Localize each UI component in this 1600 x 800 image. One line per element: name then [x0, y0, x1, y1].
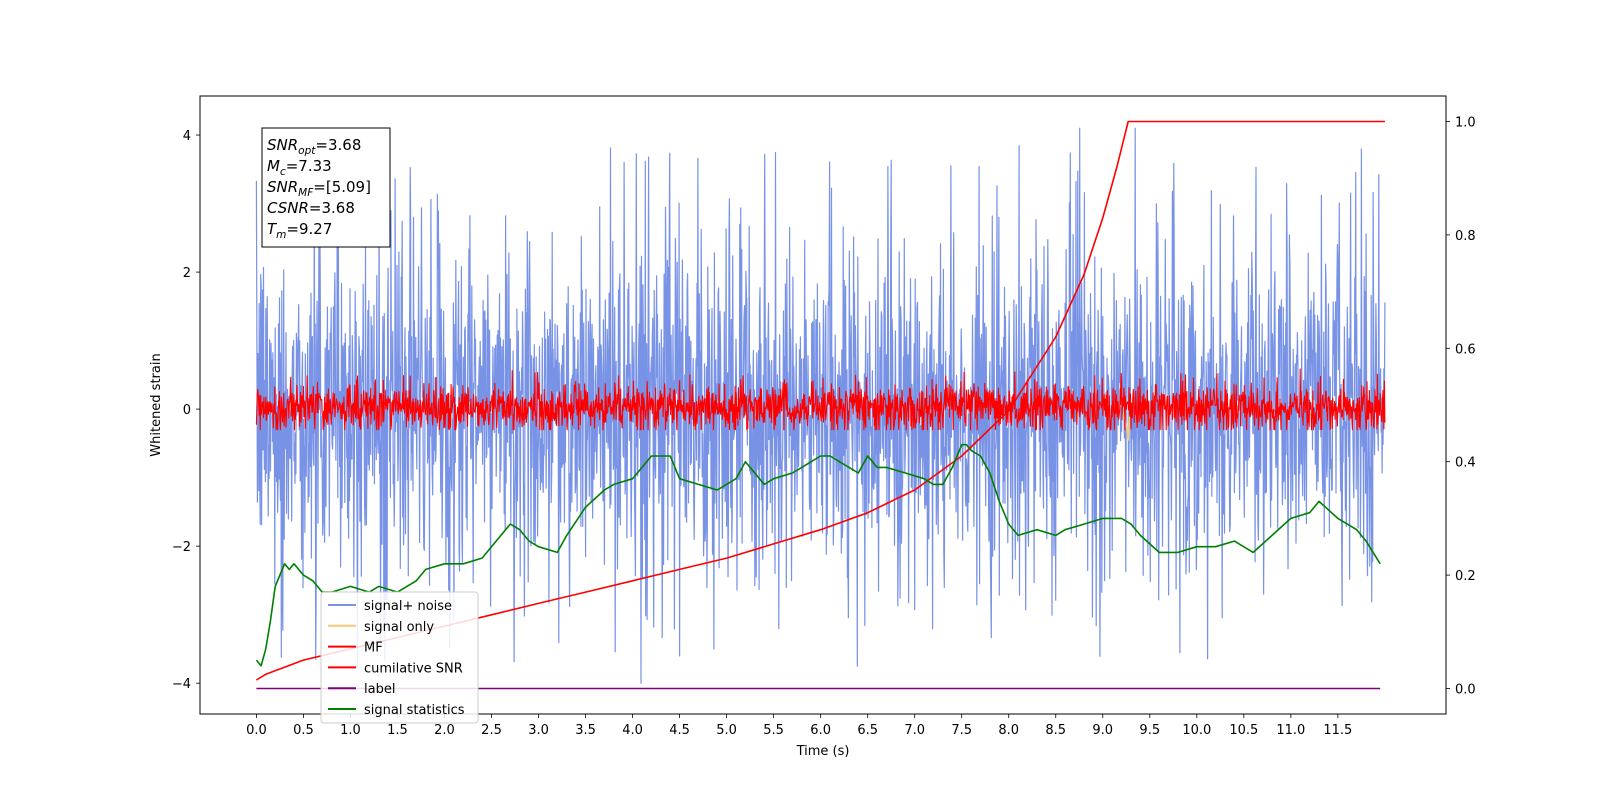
legend-label-4: label [364, 682, 395, 697]
info-line-2: SNRMF=[5.09] [267, 178, 371, 199]
y2-tick-label: 0.8 [1455, 229, 1476, 244]
x-tick-label: 10.5 [1229, 723, 1258, 738]
plot-frame [199, 95, 1447, 715]
y-tick-label: 4 [183, 129, 191, 144]
y-tick-label: 0 [183, 403, 191, 418]
y-tick-label: 2 [183, 266, 191, 281]
legend-label-1: signal only [364, 620, 434, 635]
y2-tick-label: 1.0 [1455, 116, 1476, 131]
info-line-4: Tm=9.27 [267, 220, 332, 241]
x-axis: 0.0 0.5 1.0 1.5 2.0 2.5 3.0 3.5 4.0 4.5 5.0 5.5 6.0 6… [246, 714, 1352, 738]
info-box-frame [261, 127, 391, 248]
y2-tick-label: 0.0 [1455, 682, 1476, 697]
y2-tick-label: 0.2 [1455, 569, 1476, 584]
x-tick-label: 0.0 [246, 723, 267, 738]
x-tick-label: 11.0 [1276, 723, 1305, 738]
x-tick-label: 6.0 [810, 723, 831, 738]
x-tick-label: 3.0 [528, 723, 549, 738]
x-tick-label: 4.5 [669, 723, 690, 738]
y-axis-left: −4 −2 0 2 4 [172, 129, 200, 692]
info-line-3: CSNR=3.68 [267, 199, 355, 217]
y2-tick-label: 0.4 [1455, 456, 1476, 471]
x-tick-label: 9.0 [1092, 723, 1113, 738]
legend-label-0: signal+ noise [364, 599, 452, 614]
y-axis-right: 0.0 0.2 0.4 0.6 0.8 1.0 [1446, 116, 1476, 697]
x-tick-label: 4.0 [622, 723, 643, 738]
x-tick-label: 8.0 [998, 723, 1019, 738]
legend-frame [320, 591, 479, 724]
x-axis-label: Time (s) [796, 744, 850, 759]
y-tick-label: −4 [172, 677, 191, 692]
x-tick-label: 5.5 [763, 723, 784, 738]
legend-label-2: MF [364, 641, 383, 656]
info-line-1: Mc=7.33 [267, 157, 332, 178]
x-tick-label: 3.5 [575, 723, 596, 738]
x-tick-label: 7.0 [904, 723, 925, 738]
y2-tick-label: 0.6 [1455, 342, 1476, 357]
series-line-5 [255, 443, 1381, 667]
x-tick-label: 2.0 [434, 723, 455, 738]
y-tick-label: −2 [172, 540, 191, 555]
info-line-0: SNRopt=3.68 [267, 136, 361, 157]
legend-label-3: cumilative SNR [364, 661, 463, 676]
y-axis-label: Whitened strain [149, 353, 164, 456]
legend: signal+ noise signal only MF cumilative SNR… [320, 591, 479, 724]
x-tick-label: 9.5 [1139, 723, 1160, 738]
x-tick-label: 7.5 [951, 723, 972, 738]
x-tick-label: 0.5 [293, 723, 314, 738]
x-tick-label: 5.0 [716, 723, 737, 738]
x-tick-label: 1.0 [340, 723, 361, 738]
x-tick-label: 2.5 [481, 723, 502, 738]
x-tick-label: 10.0 [1182, 723, 1211, 738]
series-line-2 [255, 368, 1386, 431]
x-tick-label: 6.5 [857, 723, 878, 738]
legend-label-5: signal statistics [364, 703, 465, 718]
x-tick-label: 8.5 [1045, 723, 1066, 738]
x-tick-label: 11.5 [1323, 723, 1352, 738]
x-tick-label: 1.5 [387, 723, 408, 738]
